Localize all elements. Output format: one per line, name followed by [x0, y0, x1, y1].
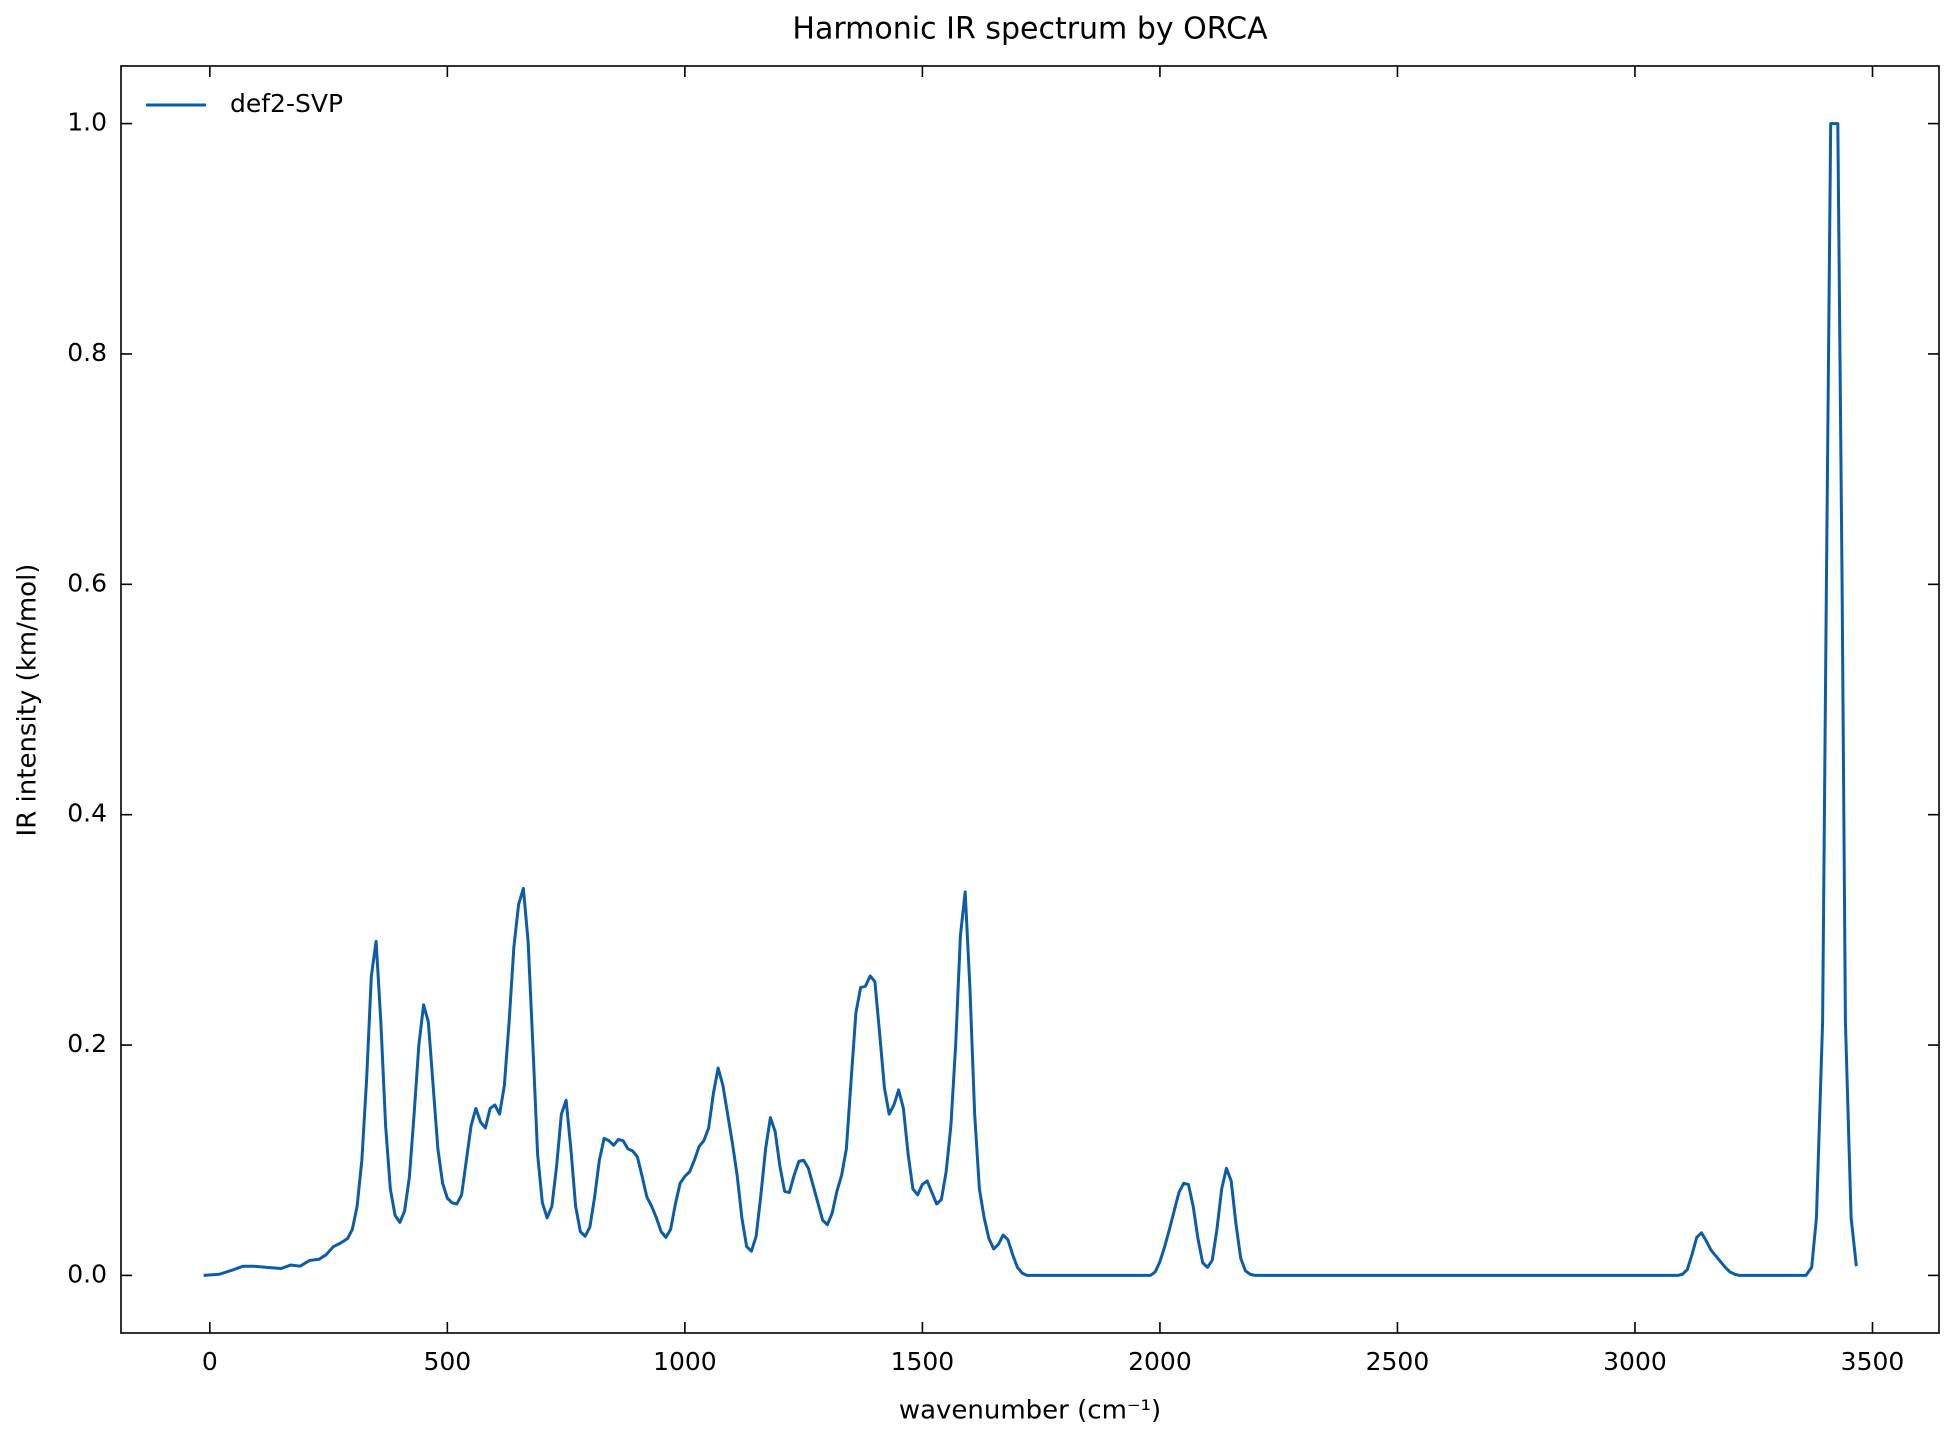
x-tick-label: 1000	[653, 1347, 717, 1376]
x-tick-label: 3000	[1603, 1347, 1667, 1376]
x-tick-label: 2000	[1128, 1347, 1192, 1376]
x-tick-label: 2500	[1366, 1347, 1430, 1376]
y-tick-label: 0.6	[67, 568, 107, 597]
x-tick-label: 0	[202, 1347, 218, 1376]
y-tick-label: 0.0	[67, 1259, 107, 1288]
y-tick-label: 0.8	[67, 338, 107, 367]
legend-label: def2-SVP	[230, 89, 343, 118]
y-tick-label: 0.2	[67, 1029, 107, 1058]
y-axis-label: IR intensity (km/mol)	[13, 564, 43, 837]
x-tick-label: 3500	[1841, 1347, 1905, 1376]
x-tick-label: 1500	[891, 1347, 955, 1376]
x-tick-label: 500	[423, 1347, 471, 1376]
chart-title: Harmonic IR spectrum by ORCA	[792, 12, 1268, 47]
axes-frame	[120, 65, 1940, 1334]
y-tick-label: 0.4	[67, 799, 107, 828]
y-tick-label: 1.0	[67, 108, 107, 137]
x-axis-label: wavenumber (cm⁻¹)	[899, 1396, 1161, 1426]
series-line	[203, 122, 1858, 1277]
